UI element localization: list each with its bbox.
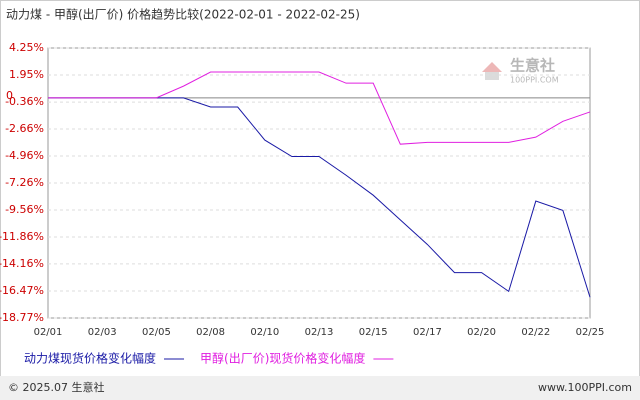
x-tick-label: 02/15 <box>359 327 388 338</box>
y-tick-label: 4.25% <box>9 41 44 54</box>
y-tick-label: -7.26% <box>5 176 44 189</box>
x-tick-label: 02/22 <box>521 327 550 338</box>
x-tick-label: 02/20 <box>467 327 496 338</box>
y-tick-label: -9.56% <box>5 203 44 216</box>
y-tick-label: 0 <box>6 89 13 102</box>
series-line <box>48 71 591 145</box>
x-tick-label: 02/05 <box>142 327 171 338</box>
legend-label: 甲醇(出厂价)现货价格变化幅度 <box>200 351 365 366</box>
x-tick-label: 02/17 <box>413 327 442 338</box>
footer-bar <box>0 376 640 400</box>
y-tick-label: -14.16% <box>0 257 44 270</box>
y-tick-label: 1.95% <box>9 68 44 81</box>
x-tick-label: 02/25 <box>576 327 605 338</box>
footer-right: www.100PPI.com <box>538 381 632 394</box>
legend-label: 动力煤现货价格变化幅度 <box>24 351 156 366</box>
y-tick-label: -11.86% <box>0 230 44 243</box>
watermark-sub: 100PPI.COM <box>510 76 559 85</box>
x-tick-label: 02/03 <box>88 327 117 338</box>
footer-left: © 2025.07 生意社 <box>8 380 104 394</box>
x-tick-label: 02/13 <box>305 327 334 338</box>
y-tick-label: -18.77% <box>0 311 44 324</box>
y-tick-label: -16.47% <box>0 284 44 297</box>
watermark-text: 生意社 <box>510 57 555 75</box>
x-tick-label: 02/10 <box>250 327 279 338</box>
x-tick-label: 02/01 <box>34 327 63 338</box>
chart-title: 动力煤 - 甲醇(出厂价) 价格趋势比较(2022-02-01 - 2022-0… <box>6 7 360 22</box>
y-tick-label: -0.36% <box>5 95 44 108</box>
y-tick-label: -2.66% <box>5 122 44 135</box>
watermark: 生意社 100PPI.COM <box>482 57 559 85</box>
y-tick-label: -4.96% <box>5 149 44 162</box>
x-tick-label: 02/08 <box>196 327 225 338</box>
